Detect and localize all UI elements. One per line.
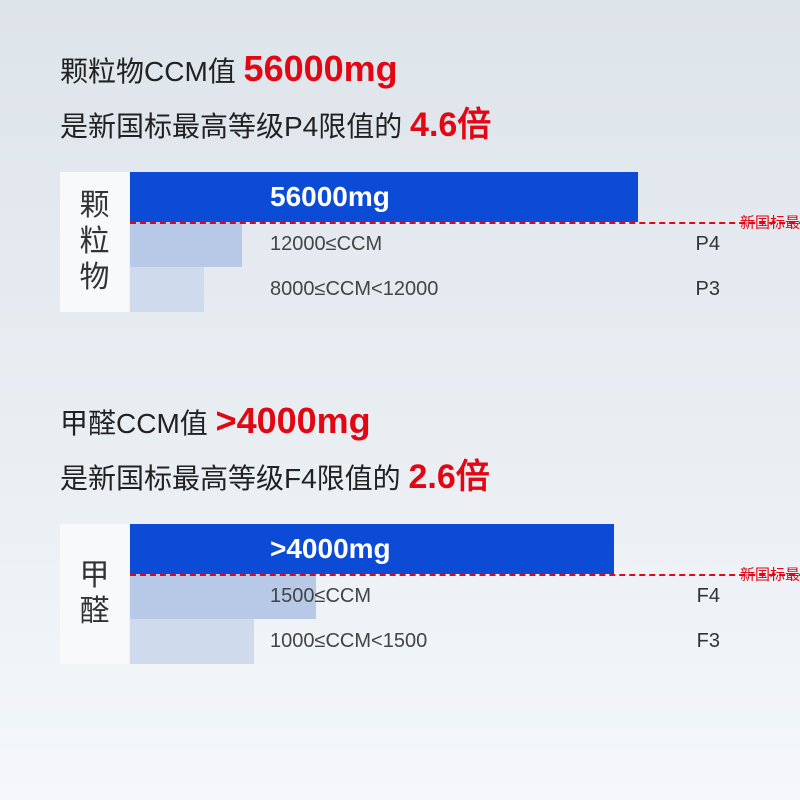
chart-side-label: 颗 粒 物 (60, 172, 130, 312)
standard-dash-label: 新国标最高等级 (740, 211, 800, 232)
headline-text-2: 是新国标最高等级P4限值的 (60, 111, 410, 142)
headline-value: 56000mg (244, 48, 398, 89)
row-grade: P3 (696, 278, 720, 301)
standard-dash-line (130, 574, 800, 576)
chart-side-label: 甲 醛 (60, 524, 130, 664)
row-f3: 1000≤CCM<1500 F3 (130, 619, 750, 664)
formaldehyde-chart: 甲 醛 >4000mg 新国标最高等级 1500≤CCM F4 1000≤CCM… (60, 524, 750, 664)
headline-multiplier: 4.6倍 (410, 106, 491, 144)
headline-text: 甲醛CCM值 (60, 408, 216, 439)
headline-text: 颗粒物CCM值 (60, 56, 244, 87)
row-range: 1500≤CCM (270, 585, 371, 608)
row-range: 8000≤CCM<12000 (270, 278, 438, 301)
top-bar-label: 56000mg (130, 181, 750, 213)
standard-dash-label: 新国标最高等级 (740, 563, 800, 584)
row-grade: P4 (696, 233, 720, 256)
headline-multiplier: 2.6倍 (408, 458, 489, 496)
row-f4: 1500≤CCM F4 (130, 574, 750, 619)
row-range: 1000≤CCM<1500 (270, 630, 427, 653)
row-grade: F3 (697, 630, 720, 653)
row-p4: 12000≤CCM P4 (130, 222, 750, 267)
chart-bars: 56000mg 新国标最高等级 12000≤CCM P4 8000≤CCM<12… (130, 172, 750, 312)
standard-dash-line (130, 222, 800, 224)
top-bar-label: >4000mg (130, 533, 750, 565)
headline-text-2: 是新国标最高等级F4限值的 (60, 463, 408, 494)
row-p3: 8000≤CCM<12000 P3 (130, 267, 750, 312)
chart-bars: >4000mg 新国标最高等级 1500≤CCM F4 1000≤CCM<150… (130, 524, 750, 664)
row-grade: F4 (697, 585, 720, 608)
formaldehyde-section: 甲醛CCM值 >4000mg 是新国标最高等级F4限值的 2.6倍 甲 醛 >4… (0, 332, 800, 684)
headline-value: >4000mg (216, 400, 371, 441)
particulate-headline: 颗粒物CCM值 56000mg 是新国标最高等级P4限值的 4.6倍 (60, 40, 750, 152)
particulate-section: 颗粒物CCM值 56000mg 是新国标最高等级P4限值的 4.6倍 颗 粒 物… (0, 0, 800, 332)
top-bar: >4000mg (130, 524, 750, 574)
top-bar: 56000mg (130, 172, 750, 222)
particulate-chart: 颗 粒 物 56000mg 新国标最高等级 12000≤CCM P4 800 (60, 172, 750, 312)
row-range: 12000≤CCM (270, 233, 382, 256)
formaldehyde-headline: 甲醛CCM值 >4000mg 是新国标最高等级F4限值的 2.6倍 (60, 392, 750, 504)
